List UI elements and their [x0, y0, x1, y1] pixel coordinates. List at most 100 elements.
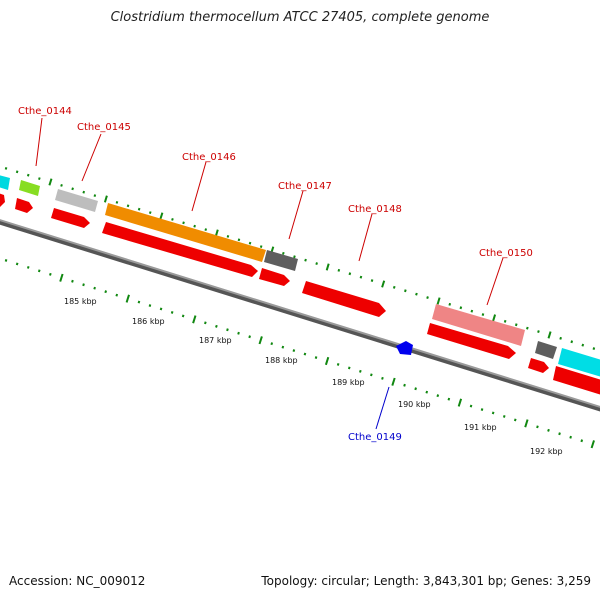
feature-pink[interactable]: [432, 304, 525, 346]
outer-tick: [559, 336, 562, 340]
cds-arrow[interactable]: [427, 323, 516, 359]
outer-tick: [26, 173, 30, 177]
feature-cyan-left[interactable]: [0, 174, 10, 190]
outer-tick: [459, 306, 463, 310]
outer-tick: [71, 187, 74, 191]
inner-tick-ring: [4, 259, 595, 449]
cds-arrow[interactable]: [102, 222, 258, 277]
cds-arrow[interactable]: [0, 192, 5, 207]
outer-tick: [348, 272, 352, 276]
outer-tick: [304, 258, 307, 262]
scale-label: 191 kbp: [464, 423, 497, 432]
outer-tick: [436, 297, 441, 305]
inner-tick: [26, 265, 30, 269]
outer-tick: [359, 275, 363, 279]
feature-lime[interactable]: [19, 180, 40, 196]
gene-label-cthe-0150[interactable]: Cthe_0150: [479, 248, 533, 259]
accession-text: Accession: NC_009012: [9, 574, 146, 588]
inner-tick: [4, 259, 8, 262]
gene-label-cthe-0146[interactable]: Cthe_0146: [182, 152, 236, 163]
outer-tick: [171, 217, 174, 221]
outer-tick: [415, 292, 418, 296]
outer-tick: [93, 194, 97, 198]
inner-tick: [524, 419, 529, 428]
map-title: Clostridium thermocellum ATCC 27405, com…: [110, 10, 490, 25]
leader-cthe-0145: [81, 133, 102, 182]
inner-tick: [215, 324, 218, 328]
outer-tick: [282, 251, 285, 255]
scale-label: 185 kbp: [64, 297, 97, 306]
inner-tick: [181, 314, 185, 318]
label-leaders: [35, 117, 504, 430]
outer-tick: [370, 279, 374, 282]
inner-tick: [381, 376, 384, 380]
inner-tick: [204, 321, 207, 325]
inner-tick: [359, 369, 362, 373]
gene-label-cthe-0145[interactable]: Cthe_0145: [77, 122, 131, 133]
cds-arrow[interactable]: [302, 281, 386, 317]
inner-tick: [370, 373, 373, 377]
inner-tick: [580, 439, 584, 443]
cds-arrow[interactable]: [259, 268, 290, 286]
outer-tick: [237, 238, 241, 242]
inner-tick: [558, 432, 561, 436]
feature-dark-gray-a[interactable]: [264, 250, 298, 271]
outer-tick: [148, 211, 152, 215]
inner-tick: [137, 300, 141, 304]
gene-label-cthe-0144[interactable]: Cthe_0144: [18, 106, 72, 117]
feature-light-gray-small[interactable]: [55, 189, 98, 212]
outer-tick: [448, 302, 452, 306]
leader-cthe-0148: [358, 213, 373, 262]
inner-tick: [480, 408, 484, 411]
scale-label: 190 kbp: [398, 400, 431, 409]
leader-cthe-0150: [486, 257, 504, 306]
outer-tick: [592, 347, 596, 350]
gene-label-cthe-0147[interactable]: Cthe_0147: [278, 181, 332, 192]
inner-tick: [536, 425, 539, 429]
feature-cyan-right[interactable]: [558, 348, 600, 378]
outer-tick: [337, 268, 341, 272]
outer-tick: [15, 170, 19, 174]
inner-tick: [292, 349, 296, 352]
outer-tick: [226, 234, 230, 238]
feature-orange[interactable]: [105, 203, 266, 262]
gene-labels: Cthe_0144 Cthe_0145 Cthe_0146 Cthe_0147 …: [18, 106, 533, 443]
leader-cthe-0149: [375, 386, 390, 430]
feature-blue[interactable]: [396, 341, 413, 355]
outer-tick: [259, 245, 263, 249]
cds-track: [0, 192, 600, 396]
outer-tick: [48, 178, 53, 186]
cds-arrow[interactable]: [15, 198, 33, 213]
cds-arrow[interactable]: [528, 358, 549, 373]
outer-tick: [470, 309, 474, 313]
outer-tick-ring: [4, 166, 596, 350]
scale-label: 189 kbp: [332, 378, 365, 387]
inner-tick: [115, 293, 119, 297]
inner-tick: [314, 356, 318, 359]
outer-tick: [570, 340, 574, 344]
outer-tick: [82, 190, 86, 194]
cds-arrow[interactable]: [553, 366, 600, 396]
inner-tick: [270, 342, 274, 346]
backbone: [0, 219, 600, 408]
inner-tick: [93, 286, 96, 290]
inner-tick: [125, 294, 130, 303]
outer-tick: [526, 326, 529, 330]
outer-tick: [193, 224, 196, 228]
inner-tick: [425, 390, 429, 394]
feature-dark-gray-b[interactable]: [535, 341, 557, 359]
inner-tick: [258, 336, 263, 345]
cds-arrow[interactable]: [51, 208, 90, 228]
gene-label-cthe-0148[interactable]: Cthe_0148: [348, 204, 402, 215]
inner-tick: [15, 262, 19, 266]
gene-label-cthe-0149[interactable]: Cthe_0149: [348, 432, 402, 443]
inner-tick: [59, 273, 64, 282]
inner-tick: [82, 283, 85, 287]
outer-tick: [38, 177, 41, 181]
inner-tick: [192, 315, 197, 324]
backbone-shadow: [0, 219, 600, 412]
inner-tick: [336, 363, 340, 366]
inner-tick: [71, 279, 74, 283]
leader-cthe-0147: [288, 190, 304, 240]
inner-tick: [248, 335, 251, 339]
